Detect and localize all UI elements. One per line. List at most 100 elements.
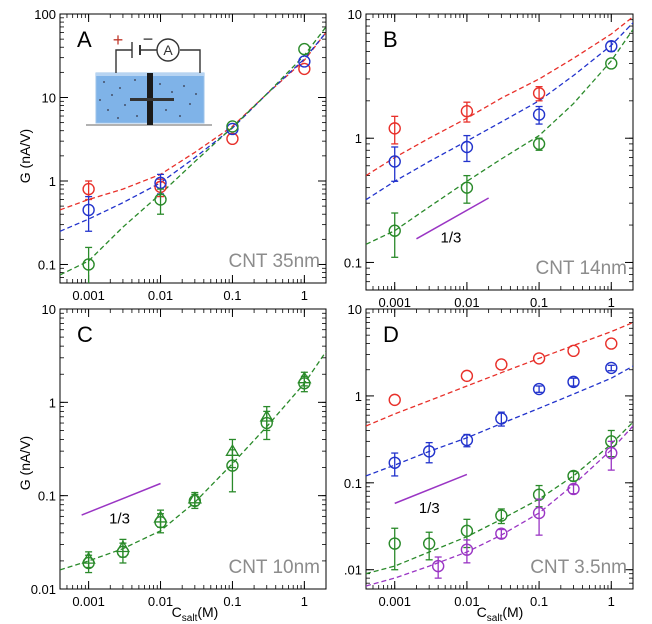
x-tick-label: 0.01: [454, 295, 479, 310]
x-axis-title-right-main: C: [477, 604, 487, 620]
ion-dot: [189, 103, 191, 105]
ion-dot: [171, 91, 173, 93]
nanotube: [130, 98, 174, 101]
y-tick-label: 10: [348, 302, 362, 317]
plot-frame: [59, 308, 327, 590]
ion-dot: [183, 85, 185, 87]
y-tick-label: 1: [355, 389, 362, 404]
data-point-series-1: [532, 108, 546, 121]
wire-left: [115, 49, 132, 73]
y-axis-title-bottom: G (nA/V): [17, 436, 33, 490]
data-point-series-0: [226, 132, 239, 146]
data-point-series-0: [495, 358, 508, 371]
y-tick-label: 0.01: [31, 582, 56, 597]
x-axis-title-left-main: C: [172, 604, 182, 620]
data-point-series-2: [388, 224, 401, 237]
ion-dot: [136, 115, 138, 117]
data-point-series-1: [605, 40, 618, 53]
y-tick-label: 10: [348, 7, 362, 22]
minus-sign: −: [143, 29, 154, 49]
plus-sign: +: [113, 30, 124, 50]
data-point-triangle-series-1: [259, 409, 274, 422]
ion-dot: [111, 94, 113, 96]
data-point-triangle-series-1: [297, 371, 312, 384]
fit-curve-series-1: [366, 22, 633, 201]
x-axis-title-right: Csalt(M): [477, 604, 524, 624]
fit-curve-series-0: [366, 321, 633, 427]
slope-reference-line: [394, 473, 468, 505]
x-tick-label: 0.1: [223, 288, 241, 303]
ion-dot: [195, 93, 197, 95]
data-point-series-2: [460, 181, 474, 194]
plot-area: [60, 351, 326, 574]
y-tick-label: 1: [49, 174, 56, 189]
x-tick-label: 0.001: [378, 594, 411, 609]
y-axis-title-top: G (nA/V): [17, 129, 33, 183]
data-point-series-2: [460, 524, 474, 538]
slope-label: 1/3: [441, 229, 462, 246]
panel-letter: D: [383, 322, 399, 347]
data-point-series-2: [567, 469, 580, 483]
ion-dot: [117, 117, 119, 119]
data-point-series-1: [154, 176, 167, 190]
panel-letter: B: [383, 27, 398, 52]
y-tick-label: 0.1: [344, 255, 362, 270]
data-point-series-2: [422, 537, 436, 550]
y-tick-label: 100: [34, 7, 56, 22]
data-point-series-2: [226, 120, 239, 133]
ion-dot: [165, 109, 167, 111]
y-tick-label: 0.1: [38, 489, 56, 504]
slope-label: 1/3: [419, 500, 440, 517]
data-point-series-0: [388, 393, 401, 407]
data-point-series-3: [495, 527, 508, 540]
ion-dot: [119, 87, 121, 89]
data-point-series-0: [605, 337, 618, 350]
ammeter-circle: [156, 38, 180, 62]
data-point-series-1: [567, 375, 580, 389]
data-point-series-2: [298, 42, 311, 56]
cnt-label: CNT 14nm: [535, 258, 627, 279]
plot-area: [366, 16, 633, 258]
x-axis-title-left: Csalt(M): [172, 604, 219, 624]
x-tick-label: 1: [608, 295, 615, 310]
x-axis-title-right-sub: salt: [487, 613, 503, 624]
data-point-triangle-series-1: [153, 510, 168, 523]
panel-c: 0.001 0.01 0.1 1 0.01 0.1 1 10 1/3 C CNT 10nm: [31, 302, 327, 609]
x-axis-title-right-unit: (M): [502, 604, 523, 620]
data-point-series-3: [431, 559, 445, 573]
plot-area: [366, 321, 633, 587]
data-point-series-2: [82, 258, 95, 271]
plot-frame: [365, 13, 634, 291]
x-tick-label: 0.01: [148, 594, 173, 609]
ion-dot: [124, 104, 126, 106]
data-point-series-2: [388, 537, 401, 550]
data-point-series-0: [532, 352, 546, 365]
y-tick-label: 1: [355, 131, 362, 146]
inset-schematic: A + −: [86, 29, 212, 126]
x-tick-label: 0.001: [72, 594, 105, 609]
data-point-series-1: [460, 140, 474, 154]
data-point-series-0: [532, 87, 546, 100]
ion-dot: [134, 79, 136, 81]
data-point-series-1: [495, 412, 508, 425]
data-point-series-3: [605, 446, 618, 460]
x-tick-label: 0.001: [72, 288, 105, 303]
plot-frame: [365, 308, 634, 590]
data-point-series-1: [422, 445, 436, 458]
data-point-triangle-series-1: [81, 551, 96, 564]
x-tick-label: 0.1: [530, 594, 548, 609]
panel-letter: C: [77, 322, 93, 347]
data-point-series-2: [154, 193, 167, 206]
panel-b: 0.001 0.01 0.1 1 0.1 1 10 1/3 B CNT 14nm: [344, 7, 634, 310]
slope-reference-line: [81, 482, 161, 516]
data-point-series-1: [532, 382, 546, 396]
fit-curve-series-0: [60, 351, 326, 571]
x-tick-label: 0.1: [223, 594, 241, 609]
data-point-series-3: [460, 543, 474, 556]
data-point-triangle-series-1: [225, 443, 240, 456]
plot-area: [60, 26, 326, 283]
data-point-series-1: [460, 433, 474, 447]
data-point-series-0: [388, 122, 401, 135]
x-axis-title-left-sub: salt: [182, 613, 198, 624]
cnt-label: CNT 35nm: [228, 251, 320, 272]
